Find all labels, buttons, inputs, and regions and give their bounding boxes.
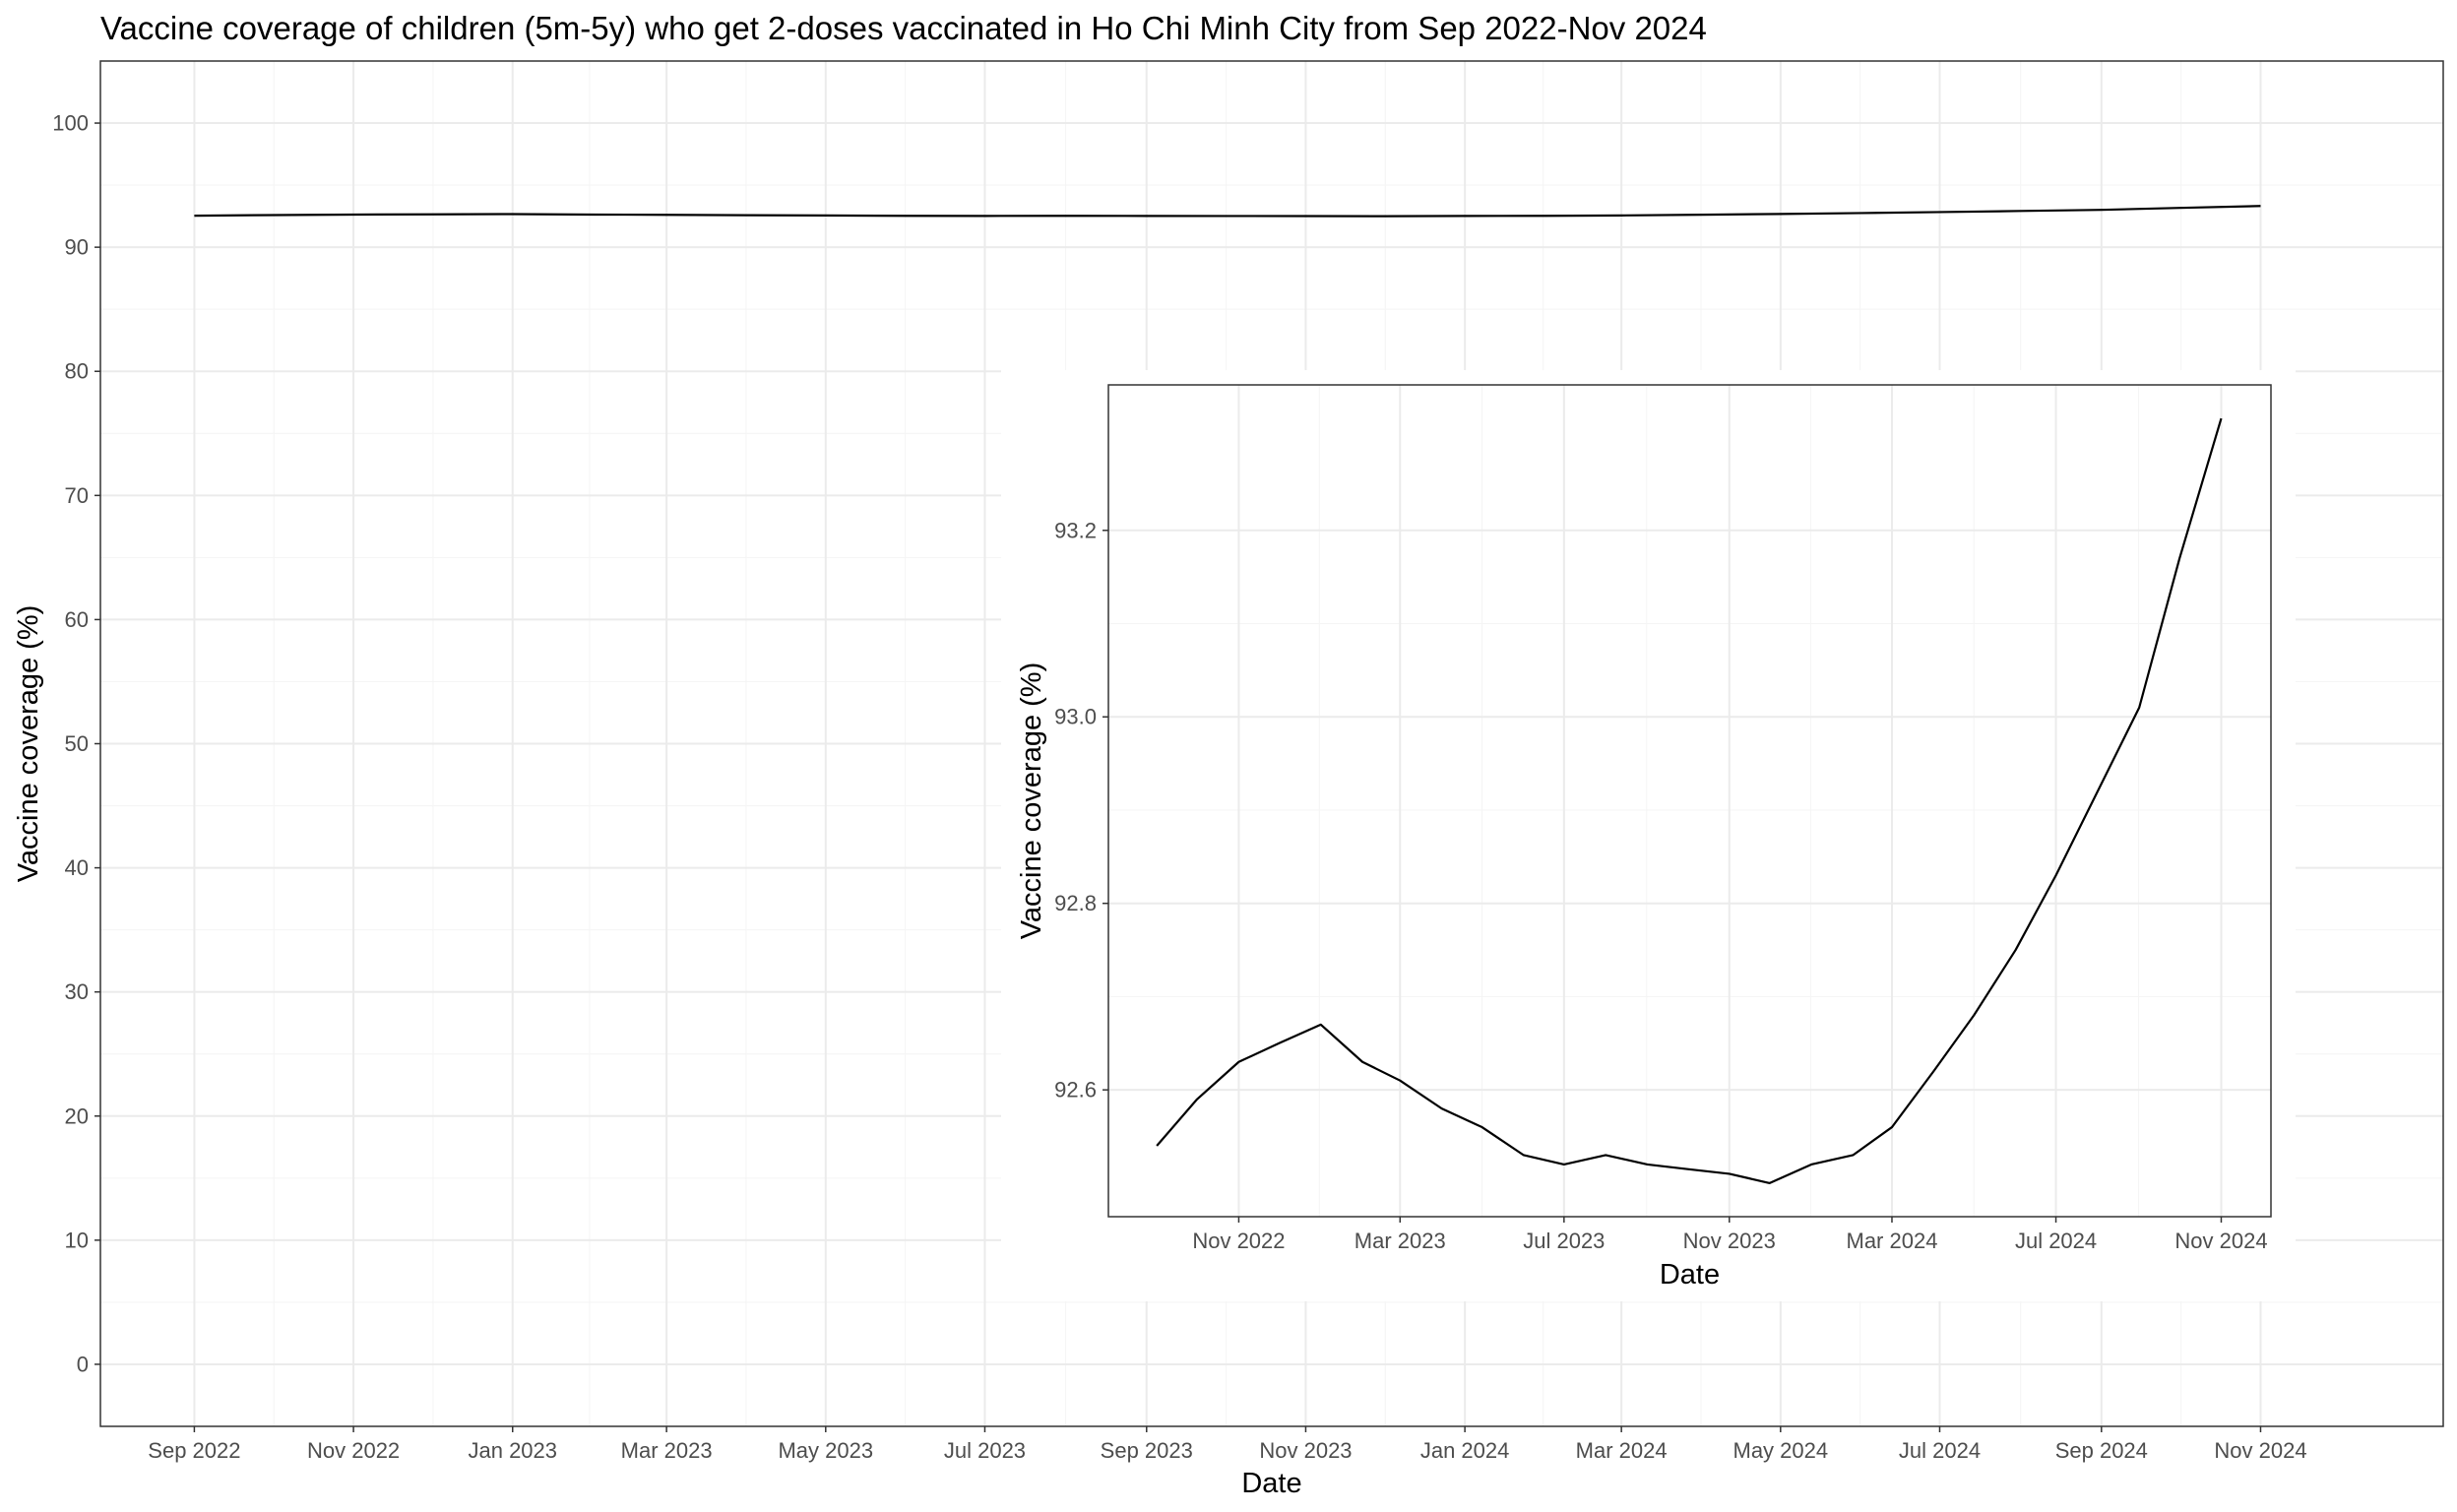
x-tick-label: May 2023 <box>778 1438 873 1463</box>
y-tick-label: 92.8 <box>1054 891 1097 915</box>
y-tick-label: 80 <box>65 359 89 384</box>
inset-chart-panel: 92.6 92.8 93.0 93.2 Nov 2022 Mar 2023 Jul 2023… <box>1016 384 2272 1291</box>
x-tick-label: Sep 2022 <box>148 1438 240 1463</box>
y-tick-label: 20 <box>65 1103 89 1128</box>
y-tick-label: 50 <box>65 731 89 756</box>
y-tick-label: 10 <box>65 1228 89 1252</box>
x-tick-label: May 2024 <box>1733 1438 1829 1463</box>
inset-background <box>1001 370 2296 1301</box>
y-axis-title: Vaccine coverage (%) <box>13 605 44 883</box>
y-tick-label: 60 <box>65 607 89 632</box>
y-tick-label: 93.2 <box>1054 518 1097 542</box>
x-tick-label: Mar 2023 <box>621 1438 713 1463</box>
y-tick-label: 92.6 <box>1054 1078 1097 1102</box>
x-axis-title: Date <box>1660 1259 1720 1291</box>
x-tick-label: Jan 2023 <box>468 1438 557 1463</box>
chart-title: Vaccine coverage of children (5m-5y) who… <box>100 10 1707 46</box>
x-tick-label: Sep 2023 <box>1101 1438 1193 1463</box>
x-tick-label: Nov 2024 <box>2174 1228 2267 1253</box>
y-tick-label: 40 <box>65 855 89 880</box>
x-tick-label: Nov 2023 <box>1683 1228 1776 1253</box>
x-axis-title: Date <box>1241 1468 1301 1499</box>
y-tick-label: 93.0 <box>1054 705 1097 729</box>
x-tick-label: Sep 2024 <box>2055 1438 2148 1463</box>
series-line <box>1156 417 2223 1185</box>
x-tick-label: Mar 2024 <box>1576 1438 1668 1463</box>
x-tick-label: Jul 2023 <box>944 1438 1026 1463</box>
x-tick-label: Nov 2022 <box>307 1438 400 1463</box>
y-tick-label: 90 <box>65 235 89 260</box>
x-tick-label: Jul 2024 <box>1899 1438 1981 1463</box>
panel-border <box>1107 384 2272 1218</box>
x-tick-label: Jul 2024 <box>2015 1228 2097 1253</box>
panel-border <box>99 60 2444 1427</box>
x-tick-label: Jul 2023 <box>1523 1228 1605 1253</box>
y-tick-label: 0 <box>77 1352 89 1376</box>
y-tick-label: 30 <box>65 979 89 1004</box>
y-tick-label: 100 <box>52 111 89 136</box>
y-axis-title: Vaccine coverage (%) <box>1016 662 1047 940</box>
x-tick-label: Mar 2023 <box>1354 1228 1446 1253</box>
x-tick-label: Nov 2022 <box>1192 1228 1285 1253</box>
x-tick-label: Nov 2024 <box>2214 1438 2306 1463</box>
y-tick-label: 70 <box>65 483 89 508</box>
x-tick-label: Nov 2023 <box>1259 1438 1352 1463</box>
x-tick-label: Mar 2024 <box>1847 1228 1938 1253</box>
series-line <box>194 205 2261 218</box>
x-tick-label: Jan 2024 <box>1420 1438 1510 1463</box>
